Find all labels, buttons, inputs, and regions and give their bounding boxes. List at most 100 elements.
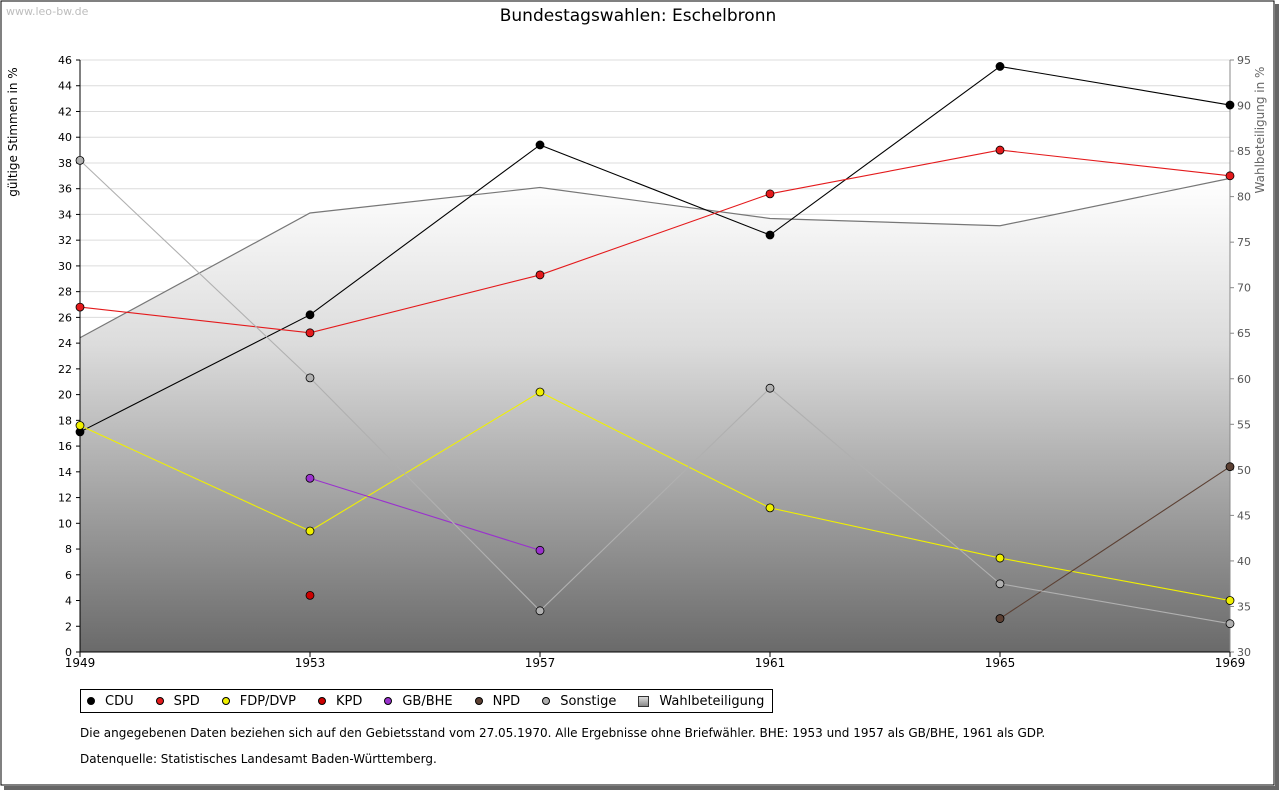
- point-spd-1949: [75, 302, 85, 312]
- y-tick-label-44: 44: [58, 80, 72, 93]
- point-cdu-1953: [305, 310, 315, 320]
- y2-tick-label-80: 80: [1237, 191, 1251, 204]
- point-fdp-dvp-1961: [765, 503, 775, 513]
- y2-tick-label-35: 35: [1237, 600, 1251, 613]
- y-tick-label-24: 24: [58, 337, 72, 350]
- point-sonstige-1957: [535, 606, 545, 616]
- y2-tick-label-70: 70: [1237, 282, 1251, 295]
- y-tick-label-28: 28: [58, 286, 72, 299]
- y2-tick-label-45: 45: [1237, 509, 1251, 522]
- chart-title: Bundestagswahlen: Eschelbronn: [500, 6, 777, 26]
- point-spd-1953: [305, 328, 315, 338]
- series-line-sonstige: [79, 159, 1231, 625]
- legend-marker-cdu: [87, 697, 95, 705]
- y-tick-label-20: 20: [58, 389, 72, 402]
- y-tick-label-30: 30: [58, 260, 72, 273]
- turnout-area: [80, 178, 1230, 652]
- y-tick-label-34: 34: [58, 208, 72, 221]
- y-tick-label-36: 36: [58, 183, 72, 196]
- x-tick-label-1965: 1965: [985, 656, 1016, 670]
- series-line-spd: [79, 149, 1231, 334]
- frame-shadow-bottom: [4, 786, 1279, 790]
- point-sonstige-1953: [305, 373, 315, 383]
- point-spd-1961: [765, 189, 775, 199]
- legend-item-wahlbeteiligung: Wahlbeteiligung: [638, 694, 764, 709]
- legend-marker-wahlbeteiligung: [638, 695, 650, 707]
- turnout-line: [79, 177, 1231, 339]
- legend-label-sonstige: Sonstige: [560, 693, 617, 709]
- y-tick-label-46: 46: [58, 54, 72, 67]
- legend-item-gb-bhe: GB/BHE: [384, 693, 453, 709]
- legend-item-kpd: KPD: [317, 693, 363, 709]
- point-cdu-1969: [1225, 100, 1235, 110]
- legend-marker-npd: [474, 697, 483, 705]
- y-tick-label-26: 26: [58, 311, 72, 324]
- y-tick-label-18: 18: [58, 414, 72, 427]
- x-tick-label-1949: 1949: [65, 656, 96, 670]
- y-tick-label-12: 12: [58, 492, 72, 505]
- point-fdp-dvp-1949: [75, 421, 85, 430]
- legend-marker-fdp-dvp: [221, 697, 230, 705]
- frame-shadow-right: [1275, 4, 1279, 789]
- y-axis-label: gültige Stimmen in %: [6, 67, 20, 196]
- legend-marker-sonstige: [542, 697, 551, 705]
- legend-item-npd: NPD: [474, 693, 521, 709]
- y2-tick-label-95: 95: [1237, 54, 1251, 67]
- y-tick-label-38: 38: [58, 157, 72, 170]
- y-tick-label-4: 4: [65, 595, 72, 608]
- y2-tick-label-65: 65: [1237, 327, 1251, 340]
- legend-label-gb-bhe: GB/BHE: [402, 693, 453, 709]
- y2-tick-label-55: 55: [1237, 418, 1251, 431]
- y-tick-label-16: 16: [58, 440, 72, 453]
- y-tick-label-6: 6: [65, 569, 72, 582]
- point-fdp-dvp-1969: [1225, 596, 1235, 605]
- legend-label-spd: SPD: [173, 693, 200, 709]
- y-tick-label-2: 2: [65, 620, 72, 633]
- y2-tick-label-90: 90: [1237, 100, 1251, 113]
- y-tick-label-32: 32: [58, 234, 72, 247]
- point-fdp-dvp-1953: [305, 526, 315, 536]
- point-spd-1965: [995, 145, 1005, 155]
- y2-axis-label: Wahlbeteiligung in %: [1253, 67, 1267, 194]
- plot-area: 0246810121416182022242628303234363840424…: [58, 54, 1251, 670]
- series-line-gb-bhe: [309, 477, 541, 551]
- x-tick-label-1969: 1969: [1215, 656, 1246, 670]
- point-kpd-1953: [305, 590, 315, 600]
- series-line-fdp-dvp: [79, 391, 1231, 602]
- legend-label-fdp-dvp: FDP/DVP: [239, 693, 296, 709]
- point-npd-1965: [995, 614, 1005, 623]
- legend-label-wahlbeteiligung: Wahlbeteiligung: [659, 693, 765, 709]
- x-tick-label-1961: 1961: [755, 656, 786, 670]
- point-fdp-dvp-1957: [535, 387, 545, 397]
- y2-tick-label-75: 75: [1237, 236, 1251, 249]
- point-gb-bhe-1957: [535, 545, 545, 555]
- y2-tick-label-50: 50: [1237, 464, 1251, 477]
- legend-label-cdu: CDU: [105, 693, 134, 709]
- y2-tick-label-60: 60: [1237, 373, 1251, 386]
- legend-label-kpd: KPD: [335, 693, 363, 709]
- watermark: www.leo-bw.de: [6, 5, 89, 18]
- y2-tick-label-40: 40: [1237, 555, 1251, 568]
- point-cdu-1957: [535, 140, 545, 150]
- x-tick-label-1957: 1957: [525, 656, 556, 670]
- series-line-npd: [999, 466, 1231, 619]
- point-spd-1969: [1225, 171, 1235, 181]
- y2-tick-label-30: 30: [1237, 646, 1251, 659]
- legend-marker-spd: [155, 697, 164, 705]
- legend: CDU SPD FDP/DVP KPD GB/BHE NPD Sonstige Wahlbet…: [80, 689, 774, 713]
- point-sonstige-1961: [765, 383, 775, 393]
- legend-item-cdu: CDU: [87, 694, 134, 709]
- point-sonstige-1969: [1225, 619, 1235, 629]
- point-spd-1957: [535, 270, 545, 280]
- point-sonstige-1965: [995, 579, 1005, 589]
- point-gb-bhe-1953: [305, 473, 315, 483]
- y-tick-label-42: 42: [58, 105, 72, 118]
- legend-item-fdp-dvp: FDP/DVP: [221, 693, 296, 709]
- y-tick-label-0: 0: [65, 646, 72, 659]
- legend-item-spd: SPD: [155, 693, 200, 709]
- legend-label-npd: NPD: [492, 693, 521, 709]
- note-text: Die angegebenen Daten beziehen sich auf …: [80, 726, 1046, 740]
- source-text: Datenquelle: Statistisches Landesamt Bad…: [80, 752, 437, 766]
